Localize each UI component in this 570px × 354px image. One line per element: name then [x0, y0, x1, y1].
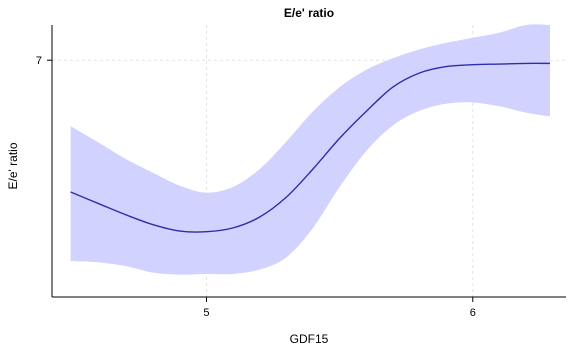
confidence-band — [70, 24, 551, 275]
x-axis-label: GDF15 — [290, 332, 329, 346]
axis-layer: 5 6 7 — [36, 25, 566, 319]
x-tick-label: 5 — [203, 307, 209, 319]
line-layer — [70, 62, 551, 233]
y-tick-label: 7 — [36, 55, 42, 67]
chart-title: E/e' ratio — [284, 6, 334, 20]
band-layer — [70, 24, 551, 275]
spline-line — [70, 62, 551, 233]
x-tick-label: 6 — [470, 307, 476, 319]
y-axis-label: E/e' ratio — [6, 142, 20, 189]
